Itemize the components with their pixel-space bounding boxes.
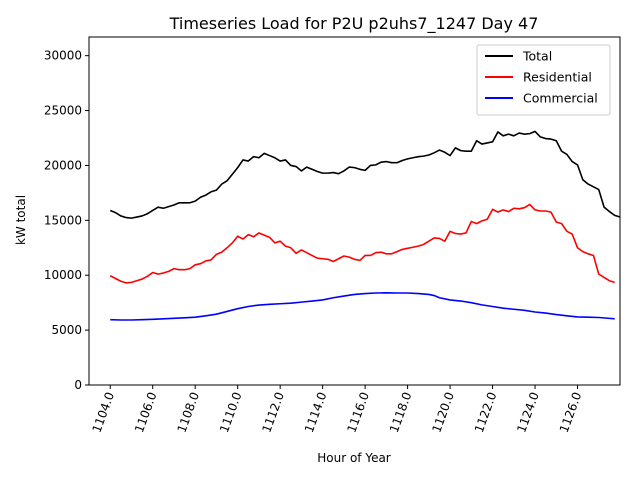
y-tick-label: 10000 [44,268,82,282]
chart-title: Timeseries Load for P2U p2uhs7_1247 Day … [169,14,539,34]
legend-label-residential: Residential [523,70,592,85]
x-axis-label: Hour of Year [317,451,391,465]
y-tick-label: 5000 [51,323,82,337]
series-line-commercial [110,291,615,321]
legend-label-commercial: Commercial [523,91,598,106]
y-axis-label: kW total [14,195,28,245]
legend: Total Residential Commercial [476,44,611,116]
plot-frame [88,36,621,386]
y-tick-label: 15000 [44,213,82,227]
y-tick-label: 20000 [44,158,82,172]
y-tick-label: 0 [74,378,82,392]
series-line-total [109,130,621,219]
y-tick-label: 30000 [44,49,82,63]
series-line-residential [109,203,615,284]
y-tick-label: 25000 [44,104,82,118]
series-layer [109,130,621,321]
legend-label-total: Total [522,49,552,64]
y-axis: 0 5000 10000 15000 20000 25000 30000 [44,49,89,392]
